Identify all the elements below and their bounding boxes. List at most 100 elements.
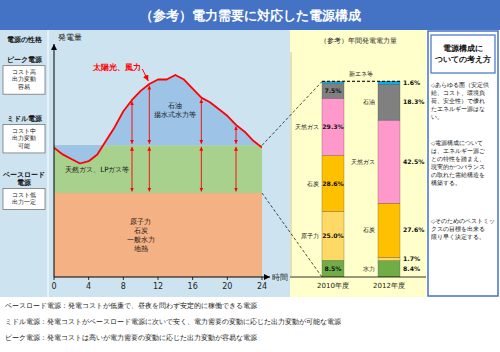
data-label-line: 1.7%	[403, 255, 420, 262]
footer-line: ミドル電源：発電コストがベースロード電源に次いで安く、電力需要の変動に応じた出力…	[5, 317, 341, 326]
band-label-line: 地熱	[133, 244, 148, 253]
segment-name-line: 石油	[363, 98, 375, 105]
segment-name: 新エネ等	[349, 70, 373, 77]
left-panel-text: コスト高出力変動容易	[12, 68, 36, 90]
band-label-line: 原子力	[130, 217, 151, 226]
band-arrow	[149, 147, 150, 192]
left-panel-heading-line: ミドル電源	[7, 115, 43, 123]
band-label-line: 石炭	[134, 226, 148, 235]
x-axis-label-line: 時間	[272, 273, 288, 282]
x-tick-label-line: 4	[86, 282, 91, 291]
band-label: 天然ガス、LPガス等	[65, 165, 129, 174]
footer-line-line: ピーク電源：発電コストは高いが電力需要の変動に応じた出力変動が容易な電源	[5, 333, 257, 342]
right-panel-title-line: 電源構成に	[443, 44, 483, 53]
segment-name-line: 新エネ等	[349, 70, 373, 77]
band-label-line: 揚水式水力等	[154, 110, 196, 119]
left-panel-heading-line: ピーク電源	[7, 56, 43, 64]
left-panel-heading-line: ベースロード	[2, 171, 45, 179]
area-band	[54, 193, 262, 277]
segment-name-line: 原子力	[301, 232, 319, 239]
band-arrow	[236, 147, 237, 192]
left-panel-text-line: 出力変動	[12, 134, 36, 141]
x-tick-label-line: 24	[257, 282, 267, 291]
chart-panel	[0, 30, 290, 297]
stack-top-line	[322, 81, 400, 82]
band-label-line: 一般水力	[127, 235, 155, 244]
left-panel-box	[3, 124, 45, 153]
curve-label-line: 太陽光、風力	[92, 63, 141, 72]
bar-title: （参考）年間発電電力量	[320, 37, 397, 45]
left-panel-text-line: 容易	[18, 83, 30, 90]
left-panel-heading: ミドル電源	[7, 115, 43, 123]
data-label-line: 28.6%	[322, 180, 343, 187]
category-label: 2010年度	[317, 282, 349, 290]
right-panel-bullet-line: い。	[431, 114, 443, 120]
x-tick-label-line: 8	[121, 282, 126, 291]
data-label-line: 29.3%	[322, 123, 343, 130]
left-panel-text-line: コスト低	[12, 191, 36, 198]
data-label-line: 25.0%	[322, 232, 343, 239]
right-panel-bullet-line: との特性を踏まえ、	[431, 156, 485, 162]
area-band	[54, 75, 262, 164]
right-panel-bullet-line: は、エネルギー源ご	[431, 148, 486, 154]
x-tick-label: 20	[222, 282, 232, 291]
footer-line: ピーク電源：発電コストは高いが電力需要の変動に応じた出力変動が容易な電源	[5, 333, 257, 342]
left-panel	[0, 30, 48, 297]
bar-segment	[378, 261, 400, 277]
right-panel	[428, 31, 498, 296]
data-label-line: 1.6%	[403, 79, 420, 86]
data-label: 42.5%	[403, 158, 424, 165]
x-tick-label: 4	[86, 282, 91, 291]
plot-area	[54, 75, 262, 277]
segment-name-line: 水力	[363, 265, 375, 272]
left-panel-title-line: 電源の性格	[7, 36, 43, 44]
x-tick-label-line: 0	[51, 282, 56, 291]
bar-segment	[322, 260, 344, 277]
left-panel-heading: ベースロード電源	[2, 171, 45, 187]
zoom-line	[262, 193, 322, 277]
segment-name: 天然ガス	[295, 123, 319, 130]
data-label: 8.5%	[324, 265, 341, 272]
data-label: 1.6%	[403, 79, 420, 86]
bar-panel	[290, 30, 426, 297]
data-label-line: 8.5%	[324, 265, 341, 272]
x-axis	[54, 277, 270, 278]
right-panel-bullet-line: たエネルギー源はな	[431, 106, 485, 113]
right-panel-title-line: ついての考え方	[434, 54, 491, 64]
x-tick	[158, 277, 159, 280]
segment-name-line: 石炭	[307, 180, 319, 187]
right-panel-bullet-line: ◇電源構成について	[431, 140, 483, 146]
band-arrow	[201, 147, 202, 192]
x-tick-label: 8	[121, 282, 126, 291]
bar-segment	[322, 98, 344, 155]
right-panel-bullet: ◇そのためのベストミックスの目標を出来る限り早く決定する。	[431, 218, 495, 241]
segment-name: 石炭	[363, 226, 375, 233]
title-bar	[0, 0, 500, 30]
band-arrow	[236, 126, 237, 143]
data-label: 29.3%	[322, 123, 343, 130]
data-label: 28.6%	[322, 180, 343, 187]
data-label: 7.5%	[324, 87, 341, 94]
x-tick	[192, 277, 193, 280]
data-label-line: 8.4%	[403, 265, 420, 272]
left-panel-box	[3, 66, 45, 95]
footer-line: ベースロード電源：発電コストが低廉で、昼夜を問わず安定的に稼働できる電源	[5, 301, 257, 310]
band-arrow	[132, 147, 133, 192]
segment-name: 石油	[363, 98, 375, 105]
band-label-line: 天然ガス、LPガス等	[65, 165, 129, 174]
right-panel-bullet-line: 荷、安全性）で優れ	[431, 97, 485, 105]
footer-line-line: ベースロード電源：発電コストが低廉で、昼夜を問わず安定的に稼働できる電源	[5, 301, 257, 310]
left-panel-text: コスト中出力変動可能	[12, 127, 36, 149]
bar-plot-area	[322, 81, 400, 277]
right-panel-bullet-line: クスの目標を出来る	[431, 226, 485, 232]
segment-name-line: 石炭	[363, 226, 375, 233]
left-panel-text-line: 出力一定	[12, 198, 36, 205]
x-tick-label: 24	[257, 282, 267, 291]
y-axis-label: 発電量	[58, 33, 82, 42]
right-panel-bullet-line: 限り早く決定する。	[431, 233, 485, 241]
left-panel-title: 電源の性格	[7, 36, 43, 44]
right-panel-bullet-line: の取れた需給構造を	[431, 172, 485, 178]
segment-name: 原子力	[301, 232, 319, 239]
data-label: 1.7%	[403, 255, 420, 262]
band-arrow	[132, 101, 133, 143]
